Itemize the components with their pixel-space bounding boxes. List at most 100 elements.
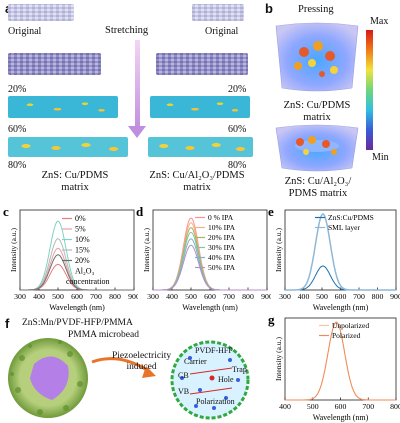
strain-20-right (156, 53, 248, 75)
f-arrow-text: Piezoelectricity induced (112, 351, 171, 373)
x-tick-label: 500 (307, 402, 319, 411)
chart-g: g 400 500 600 700 800 Wavelength (nm) Intensity… (268, 312, 400, 422)
x-tick-label: 700 (362, 402, 374, 411)
f-arrow-text-line1: Piezoelectricity (112, 351, 172, 361)
strain-60-label-left: 60% (8, 124, 27, 135)
legend-label: 15% (75, 246, 90, 255)
colorbar (366, 30, 373, 150)
series-line (153, 244, 267, 291)
panel-f-label: f (5, 316, 10, 331)
x-axis-label: Wavelength (nm) (49, 303, 105, 312)
strain-80-label-left: 80% (8, 160, 27, 171)
panel-e-label: e (268, 204, 274, 219)
f-trap-label: Trap (232, 365, 247, 374)
x-tick-label: 300 (14, 292, 26, 301)
x-tick-label: 400 (166, 292, 178, 301)
b-label-top-line2: matrix (303, 112, 331, 123)
x-axis-label: Wavelength (nm) (313, 303, 369, 312)
x-tick-label: 700 (90, 292, 102, 301)
legend-label: 50% IPA (208, 263, 236, 272)
arrow-head (142, 366, 156, 378)
b-label-bottom-line2: PDMS matrix (288, 188, 348, 199)
legend-label: 0 % IPA (208, 213, 234, 222)
panel-b-label: b (265, 1, 273, 16)
x-tick-label: 600 (335, 402, 347, 411)
legend-label: 20% (75, 256, 90, 265)
x-tick-label: 500 (185, 292, 197, 301)
x-axis-label: Wavelength (nm) (182, 303, 238, 312)
legend-label: 0% (75, 214, 86, 223)
x-tick-label: 800 (390, 402, 400, 411)
f-vb-label: VB (178, 387, 190, 396)
x-tick-label: 500 (316, 292, 328, 301)
strain-60-label-right: 60% (228, 124, 247, 135)
original-label-right: Original (205, 26, 239, 37)
b-label-bottom: ZnS: Cu/Al₂O₃/ PDMS matrix (262, 176, 374, 200)
x-tick-label: 800 (109, 292, 121, 301)
legend-label: ZnS:Cu/PDMS (328, 213, 374, 222)
series-line (20, 254, 134, 291)
x-tick-label: 400 (279, 402, 291, 411)
colorbar-max-label: Max (370, 16, 389, 27)
f-hole-label: Hole (218, 375, 234, 384)
series-line (285, 321, 396, 401)
panel-g-label: g (268, 312, 275, 327)
chart-d: d 300 400 500 600 700 800 900 Wavelength (nm) Int… (136, 204, 271, 312)
x-tick-label: 300 (147, 292, 159, 301)
matrix-label-right-line1: ZnS: Cu/Al₂O₃/PDMS (149, 170, 245, 181)
panel-c-label: c (3, 204, 9, 219)
pmma-microbead-shape (30, 356, 69, 400)
x-tick-label: 600 (204, 292, 216, 301)
f-cb-label: CB (178, 371, 189, 380)
legend-title-line1: Al₂O₃ (75, 267, 95, 276)
f-microbead-label: PMMA microbead (68, 330, 139, 340)
y-axis-label: Intensity (a.u.) (9, 228, 18, 272)
legend-label: Polarized (332, 331, 361, 340)
strain-80-label-right: 80% (228, 160, 247, 171)
matrix-label-left: ZnS: Cu/PDMS matrix (20, 170, 130, 194)
x-tick-label: 800 (242, 292, 254, 301)
x-tick-label: 300 (279, 292, 291, 301)
x-tick-label: 800 (372, 292, 384, 301)
x-tick-label: 500 (52, 292, 64, 301)
chart-c: c 300 400 500 600 700 800 900 Wavelength (nm) Int… (3, 204, 138, 312)
b-label-top-line1: ZnS: Cu/PDMS (283, 100, 351, 111)
x-tick-label: 600 (335, 292, 347, 301)
legend-label: 30% IPA (208, 243, 236, 252)
y-axis-label: Intensity (a.u.) (274, 228, 283, 272)
stretching-label: Stretching (105, 25, 149, 36)
fem-top (275, 22, 359, 92)
strain-20-label-left: 20% (8, 84, 27, 95)
legend-label: 20% IPA (208, 233, 236, 242)
x-tick-label: 900 (261, 292, 271, 301)
strain-60-right (150, 96, 250, 118)
b-label-top: ZnS: Cu/PDMS matrix (267, 100, 367, 124)
x-tick-label: 700 (353, 292, 365, 301)
strain-20-label-right: 20% (228, 84, 247, 95)
strain-80-right (148, 137, 253, 157)
plot-frame (284, 209, 397, 291)
legend-label: Unpolarized (332, 321, 369, 330)
legend-label: 5% (75, 225, 86, 234)
f-polarization-label: Polarization (196, 397, 235, 406)
y-axis-label: Intensity (a.u.) (142, 228, 151, 272)
matrix-label-left-line1: ZnS: Cu/PDMS (41, 170, 109, 181)
arrow-line (91, 357, 151, 374)
x-tick-label: 900 (128, 292, 138, 301)
legend-label: SML layer (328, 223, 361, 232)
x-tick-label: 600 (71, 292, 83, 301)
x-tick-label: 400 (33, 292, 45, 301)
legend-label: 10% (75, 235, 90, 244)
b-label-bottom-line1: ZnS: Cu/Al₂O₃/ (284, 176, 352, 187)
strain-80-left (8, 137, 128, 157)
matrix-label-right-line2: matrix (183, 182, 211, 193)
x-axis-label: Wavelength (nm) (313, 413, 369, 422)
x-tick-label: 700 (223, 292, 235, 301)
series-line (285, 213, 396, 291)
matrix-label-right: ZnS: Cu/Al₂O₃/PDMS matrix (137, 170, 257, 194)
pressing-label: Pressing (298, 4, 334, 15)
fem-bottom (275, 124, 359, 172)
stretch-arrow-head (128, 126, 146, 138)
f-title: ZnS:Mn/PVDF-HFP/PMMA (22, 318, 133, 328)
original-label-left: Original (8, 26, 42, 37)
